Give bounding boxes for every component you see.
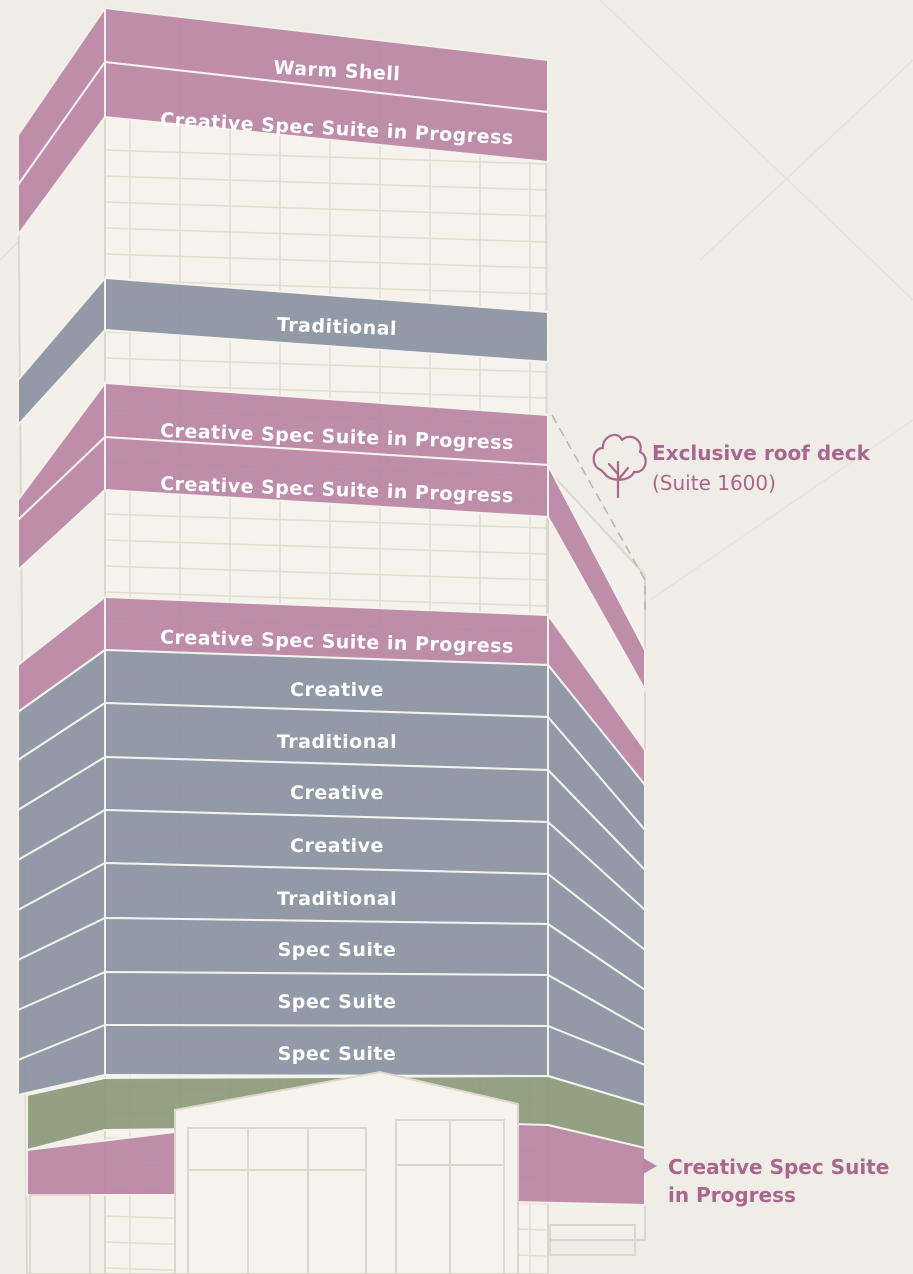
floor-label: Spec Suite <box>278 991 397 1013</box>
roof-deck-subtitle: (Suite 1600) <box>652 471 776 495</box>
roof-deck-guide <box>551 414 646 610</box>
callout-arrow <box>643 1158 657 1174</box>
floor-label: Traditional <box>277 731 397 753</box>
floor-band-side <box>17 58 106 239</box>
ground-callout-line2: in Progress <box>668 1183 796 1207</box>
floor-band-side <box>17 275 106 428</box>
storefront <box>29 1070 636 1274</box>
floor-band: Spec Suite <box>17 916 646 1032</box>
floor-band: Traditional <box>17 701 646 873</box>
ground-callout-line1: Creative Spec Suite <box>668 1155 890 1179</box>
tree-icon <box>592 433 647 499</box>
floor-band: Creative Spec Suite in Progress <box>17 58 549 239</box>
floor-band: Creative Spec Suite in Progress <box>17 594 646 788</box>
floor-label: Creative <box>290 679 384 701</box>
floor-label: Traditional <box>277 314 398 340</box>
floor-band: Creative <box>17 648 646 833</box>
floor-label: Spec Suite <box>278 939 397 961</box>
roof-deck-title: Exclusive roof deck <box>652 441 870 465</box>
floor-band-side <box>17 434 106 573</box>
floor-label: Traditional <box>277 888 397 910</box>
floor-band-side <box>17 1023 106 1097</box>
floor-band-wing <box>547 464 646 694</box>
floor-label: Spec Suite <box>278 1043 397 1065</box>
floor-band: Creative Spec Suite in Progress <box>17 379 549 523</box>
floor-label: Creative <box>290 835 384 857</box>
floor-band: Traditional <box>17 275 549 428</box>
floor-band: Warm Shell <box>17 4 549 189</box>
floor-band: Creative Spec Suite in Progress <box>17 434 646 694</box>
floor-label: Creative <box>290 782 384 804</box>
floor-band: Spec Suite <box>17 970 646 1067</box>
floor-band: Creative <box>17 808 646 953</box>
